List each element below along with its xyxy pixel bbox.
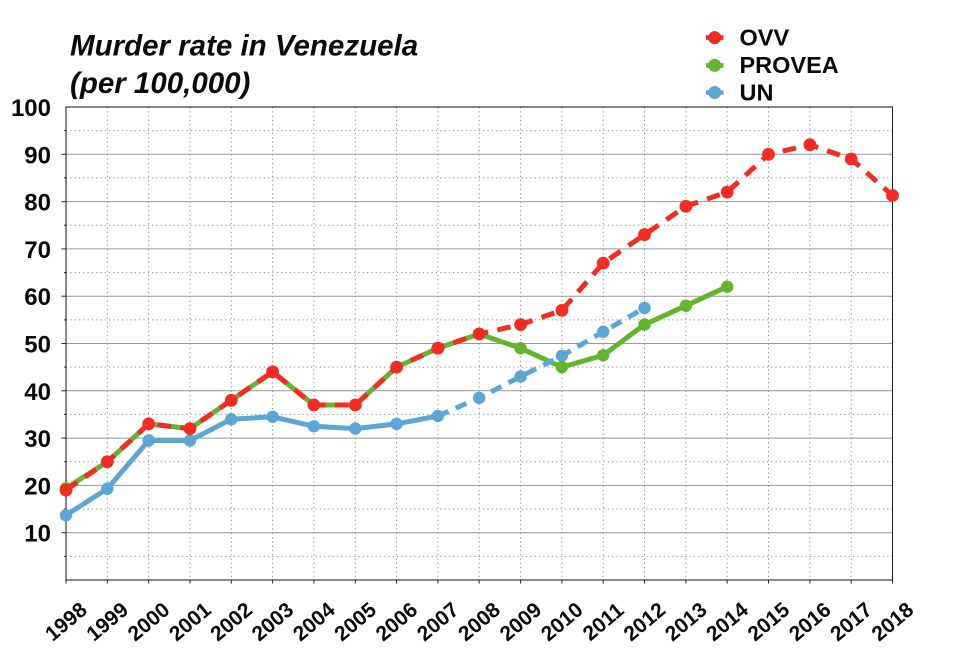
svg-text:70: 70 [24, 237, 51, 264]
svg-text:Murder rate in Venezuela: Murder rate in Venezuela [70, 30, 418, 63]
svg-text:80: 80 [24, 190, 51, 217]
svg-text:100: 100 [11, 95, 51, 122]
svg-text:PROVEA: PROVEA [740, 52, 839, 78]
svg-text:60: 60 [24, 284, 51, 311]
svg-text:UN: UN [740, 79, 774, 105]
svg-text:OVV: OVV [740, 24, 790, 50]
svg-text:50: 50 [24, 332, 51, 359]
svg-text:10: 10 [24, 521, 51, 548]
svg-text:(per 100,000): (per 100,000) [70, 67, 250, 100]
svg-text:90: 90 [24, 142, 51, 169]
svg-text:20: 20 [24, 473, 51, 500]
svg-text:40: 40 [24, 379, 51, 406]
svg-text:30: 30 [24, 426, 51, 453]
